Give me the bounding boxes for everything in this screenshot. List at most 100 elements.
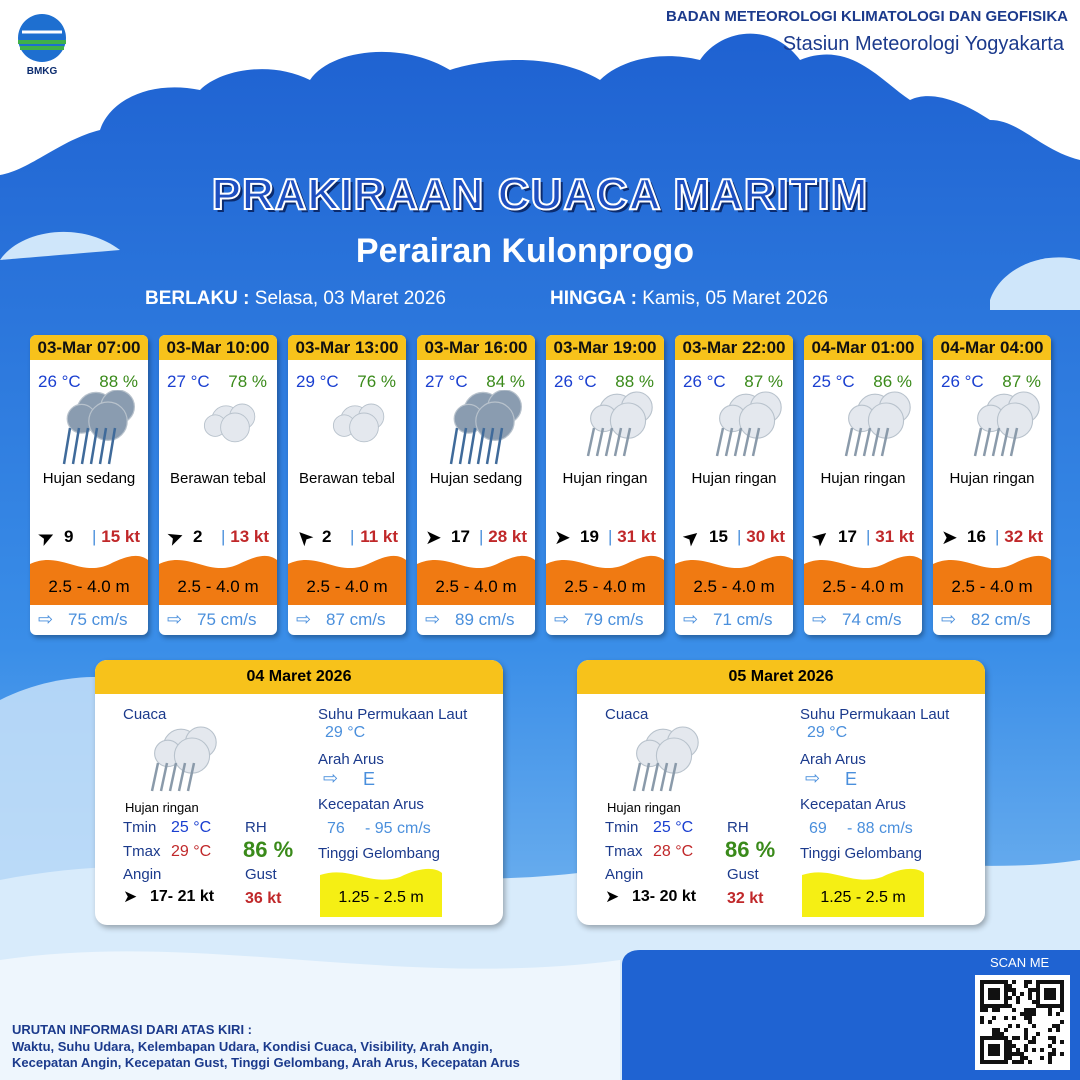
wave-label: Tinggi Gelombang (800, 845, 923, 862)
qr-module (1060, 988, 1064, 992)
qr-module (992, 992, 996, 996)
qr-module (1012, 988, 1016, 992)
qr-module (1048, 1044, 1052, 1048)
wave-band (675, 555, 793, 605)
rain-drop (458, 427, 468, 465)
wave-height: 2.5 - 4.0 m (822, 577, 904, 596)
temperature: 25 °C (812, 372, 855, 391)
qr-module (980, 1052, 984, 1056)
qr-module (1032, 1048, 1036, 1052)
rh-label: RH (245, 819, 267, 836)
gust: 13 kt (230, 527, 269, 546)
wave-shape (159, 555, 277, 605)
card-time: 03-Mar 10:00 (159, 335, 277, 360)
temperature: 27 °C (425, 372, 468, 391)
weather-icon (332, 403, 385, 443)
qr-module (1040, 1004, 1044, 1008)
rain-drop (613, 427, 623, 457)
current-speed: 79 cm/s (584, 610, 644, 629)
humidity: 86 % (873, 372, 912, 391)
tmin-label: Tmin (123, 819, 157, 836)
card-time: 03-Mar 22:00 (675, 335, 793, 360)
rain-drop (107, 427, 117, 465)
card-time: 04-Mar 01:00 (804, 335, 922, 360)
qr-module (992, 1016, 996, 1020)
tmax: 28 °C (653, 843, 694, 860)
temperature: 27 °C (167, 372, 210, 391)
qr-module (1044, 996, 1048, 1000)
wave-height: 2.5 - 4.0 m (48, 577, 130, 596)
wave-band (159, 555, 277, 605)
rh: 86 % (243, 837, 294, 862)
rain-drop (494, 427, 504, 465)
qr-module (1056, 1004, 1060, 1008)
dir-label: Arah Arus (318, 751, 384, 768)
qr-module (1048, 1060, 1052, 1064)
current-arrow: ⇨ (941, 609, 957, 629)
qr-module (1000, 980, 1004, 984)
humidity: 88 % (99, 372, 138, 391)
qr-module (980, 980, 984, 984)
wave-band (288, 555, 406, 605)
wave-shape (802, 868, 924, 917)
qr-module (988, 1036, 992, 1040)
qr-module (1048, 992, 1052, 996)
qr-module (1016, 996, 1020, 1000)
qr-module (1032, 1024, 1036, 1028)
weather-icon (449, 390, 522, 465)
qr-module (996, 1004, 1000, 1008)
weather-text: Hujan ringan (562, 470, 648, 487)
qr-module (1024, 1028, 1028, 1032)
daily-panel: 05 Maret 2026 Cuaca Hujan ringan Tmin 25 °C T… (577, 660, 985, 925)
weather-text: Berawan tebal (170, 470, 266, 487)
weather-text: Hujan ringan (949, 470, 1035, 487)
wind-arrow: ➤ (123, 887, 138, 906)
wave-band (933, 555, 1051, 605)
qr-module (1024, 980, 1028, 984)
qr-module (1004, 992, 1008, 996)
wave-band (802, 868, 924, 917)
qr-module (1060, 1052, 1064, 1056)
humidity: 87 % (1002, 372, 1041, 391)
qr-module (1024, 1056, 1028, 1060)
qr-module (1056, 1028, 1060, 1032)
title: PRAKIRAAN CUACA MARITIM (211, 169, 869, 220)
qr-module (1048, 1056, 1052, 1060)
qr-module (1012, 1044, 1016, 1048)
wave-shape (804, 555, 922, 605)
wind-speed: 17 (451, 527, 470, 546)
qr-module (1032, 1000, 1036, 1004)
qr-module (1024, 1048, 1028, 1052)
rain-drop (98, 427, 108, 465)
logo (18, 14, 66, 62)
qr-module (992, 1036, 996, 1040)
qr-module (1036, 1000, 1040, 1004)
tmax: 29 °C (171, 843, 212, 860)
qr-module (1012, 1036, 1016, 1040)
rain-drop (1000, 427, 1010, 457)
speed-label: Kecepatan Arus (318, 796, 424, 813)
weather-icon (844, 391, 911, 457)
qr-module (1056, 980, 1060, 984)
wind-arrow: ➤ (807, 524, 835, 552)
qr-module (980, 1060, 984, 1064)
current-arrow: ⇨ (805, 768, 821, 788)
qr-module (1028, 996, 1032, 1000)
info-line: Waktu, Suhu Udara, Kelembapan Udara, Kon… (12, 1039, 493, 1054)
qr-module (1052, 1048, 1056, 1052)
qr-module (1048, 996, 1052, 1000)
qr-module (1008, 996, 1012, 1000)
rain-drop (880, 427, 890, 457)
qr-module (1028, 992, 1032, 996)
info-title: URUTAN INFORMASI DARI ATAS KIRI : (12, 1022, 252, 1037)
wind-speed: 16 (967, 527, 986, 546)
qr-module (1032, 1036, 1036, 1040)
cloud (203, 403, 256, 443)
qr-module (980, 988, 984, 992)
gust: 11 kt (360, 527, 398, 546)
panel-date: 04 Maret 2026 (95, 660, 503, 694)
qr-module (988, 1004, 992, 1008)
dir: E (363, 769, 376, 789)
wind-arrow: ➤ (34, 524, 59, 552)
qr-module (984, 1004, 988, 1008)
